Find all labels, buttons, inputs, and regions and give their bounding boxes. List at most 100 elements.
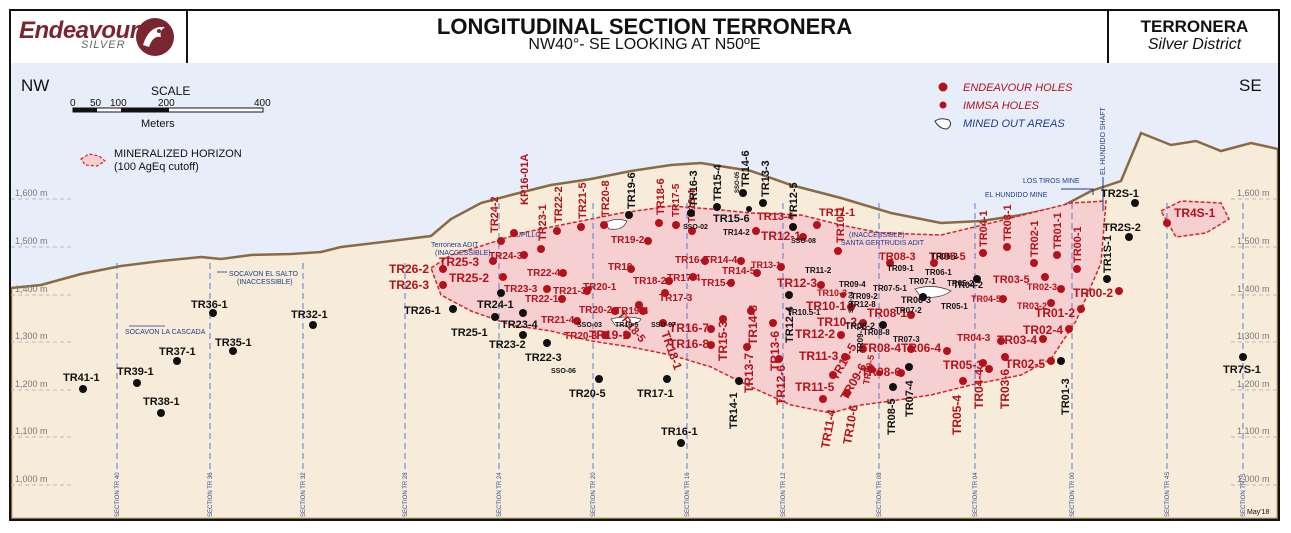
hole-label: TR04-4	[972, 369, 986, 409]
hole-label: TR21-3	[553, 286, 587, 297]
section-label: SECTION TR 00	[1070, 472, 1076, 517]
hole-label: TR2S-2	[1103, 222, 1141, 234]
features: SOCAVON EL SALTO (INACCESSIBLE) SOCAVON …	[125, 106, 1107, 336]
hole-label: TR12-6	[774, 365, 788, 405]
scale-bar: SCALE 0 50 100 200 400 Meters	[70, 84, 271, 130]
santa-gertrudis-label: SANTA GERTRUDIS ADIT	[841, 240, 925, 247]
hole-label: TR10-1	[806, 299, 846, 313]
hole-label: TR04-2	[953, 280, 983, 290]
hole-label: TR22-4	[527, 268, 561, 279]
hole-label: TR02-3	[1027, 282, 1057, 292]
elevation-labels-right: 1,600 m 1,500 m 1,400 m 1,300 m 1,200 m …	[1237, 188, 1270, 484]
hole-label: TR05-5	[929, 251, 966, 263]
hole-label: TR01-3	[1060, 378, 1072, 415]
scale-title: SCALE	[151, 84, 190, 98]
hole-label: TR26-1	[404, 305, 441, 317]
section-label: SECTION TR 04	[973, 472, 979, 517]
district-subtitle: Silver District	[1147, 36, 1242, 53]
elevation-label: 1,500 m	[15, 236, 48, 246]
mined-out-area	[604, 219, 628, 230]
hole-label: TR08-3	[879, 251, 916, 263]
hole-label: TR02-1	[1029, 220, 1041, 257]
nw-label: NW	[21, 76, 49, 95]
hole-label: TR14-1	[728, 392, 740, 429]
hole-label: TR26-3	[389, 278, 429, 292]
hole-label: TR14-2	[723, 228, 750, 237]
hole-label: TR20-5	[569, 388, 606, 400]
hole-label: TR16-4	[687, 189, 698, 223]
mineralized-horizon	[430, 200, 1107, 414]
hole-label: TR22-2	[553, 186, 565, 223]
hole-label: TR1S-1	[1102, 235, 1114, 273]
hole-label: TR09-1	[887, 264, 914, 273]
scale-unit: Meters	[141, 118, 175, 130]
hole-label: TR07-2	[895, 306, 922, 315]
hole-label: TR10-6	[840, 403, 861, 445]
hole-label: TR06-1	[925, 268, 952, 277]
lupillo-label: LUPILLO	[512, 232, 541, 239]
section-label: SECTION TR 36	[208, 472, 214, 517]
hole-label: TR16-1	[661, 426, 698, 438]
elevation-label: 1,300 m	[15, 331, 48, 341]
hole-label: TR14-8	[746, 305, 760, 345]
hole-label: TR13-3	[760, 160, 772, 197]
scale-tick: 100	[110, 98, 127, 109]
elevation-label: 1,100 m	[1237, 426, 1270, 436]
elevation-label: 1,200 m	[1237, 379, 1270, 389]
legend-mineralized-cutoff: (100 AgEq cutoff)	[114, 161, 199, 173]
hole-label: TR12-1	[761, 229, 801, 243]
hole-label: TR11-1	[819, 207, 855, 219]
hole-label: TR00-1	[1072, 226, 1084, 263]
hole-label: SSO-06	[551, 368, 576, 375]
hole-label: TR14-4	[704, 255, 738, 266]
terronera-adit-note: (INACCESSIBLE)	[435, 250, 491, 257]
hole-label: TR09-2	[851, 292, 878, 301]
scale-tick: 400	[254, 98, 271, 109]
hole-label: TR19-5	[615, 322, 638, 329]
hole-label: TR06-3	[901, 295, 931, 305]
hole-label: TR11-3	[799, 349, 839, 363]
hole-label: TR23-2	[489, 339, 526, 351]
hole-label: TR38-1	[143, 396, 180, 408]
hole-label: TR05-3	[943, 358, 983, 372]
hole-label: TR24-2	[489, 196, 501, 233]
hole-label: TR15-6	[713, 213, 750, 225]
hole-label: TR08-1	[867, 306, 907, 320]
section-label: SECTION TR 12	[781, 472, 787, 517]
hole-label: TR13-6	[768, 331, 782, 371]
hole-label: TR32-1	[291, 309, 328, 321]
hole-label: TR37-1	[159, 346, 196, 358]
page-subtitle: NW40°- SE LOOKING AT N50ºE	[528, 36, 761, 53]
hole-label: TR12-2	[795, 327, 835, 341]
section-label: SECTION TR 32	[301, 472, 307, 517]
hole-label: TR10-3	[817, 288, 847, 298]
hole-label: TR06-2	[931, 252, 958, 261]
hole-label: TR21-5	[577, 182, 589, 219]
hole-label: TR09-4	[839, 280, 866, 289]
legend-mineralized: MINERALIZED HORIZON	[114, 148, 242, 160]
hole-label: TR36-1	[191, 299, 228, 311]
legend-immsa: IMMSA HOLES	[963, 100, 1040, 112]
hole-label: TR39-1	[117, 366, 154, 378]
divider	[186, 11, 188, 63]
hole-label: TR17-3	[659, 293, 693, 304]
hole-label: TR01-2	[1035, 306, 1075, 320]
hole-label: TR19	[608, 262, 633, 273]
hole-label: SSO-04	[849, 291, 855, 313]
legend-mined: MINED OUT AREAS	[963, 118, 1065, 130]
hole-label: TR12-8	[849, 300, 876, 309]
elevation-label: 1,200 m	[15, 379, 48, 389]
hole-label: TR15-3	[716, 321, 730, 361]
el-hundido-shaft-label: EL HUNDIDO SHAFT	[1100, 106, 1107, 175]
los-tiros-label: LOS TIROS MINE	[1023, 178, 1080, 185]
hole-label: TR00-2	[1073, 286, 1113, 300]
hole-label: TR12-3	[777, 276, 817, 290]
section-label: SECTION TR 08	[877, 472, 883, 517]
longitudinal-section: 1,600 m 1,500 m 1,400 m 1,300 m 1,200 m …	[11, 63, 1278, 519]
hole-label: TR08-2	[845, 321, 875, 331]
hole-label: TR11-5	[795, 380, 835, 394]
el-hundido-mine-label: EL HUNDIDO MINE	[985, 192, 1048, 199]
hole-label: TR09-3	[856, 326, 865, 353]
section-lines: SECTION TR 40 SECTION TR 36 SECTION TR 32 S…	[115, 203, 1247, 517]
hole-label: TR08-8	[863, 328, 890, 337]
